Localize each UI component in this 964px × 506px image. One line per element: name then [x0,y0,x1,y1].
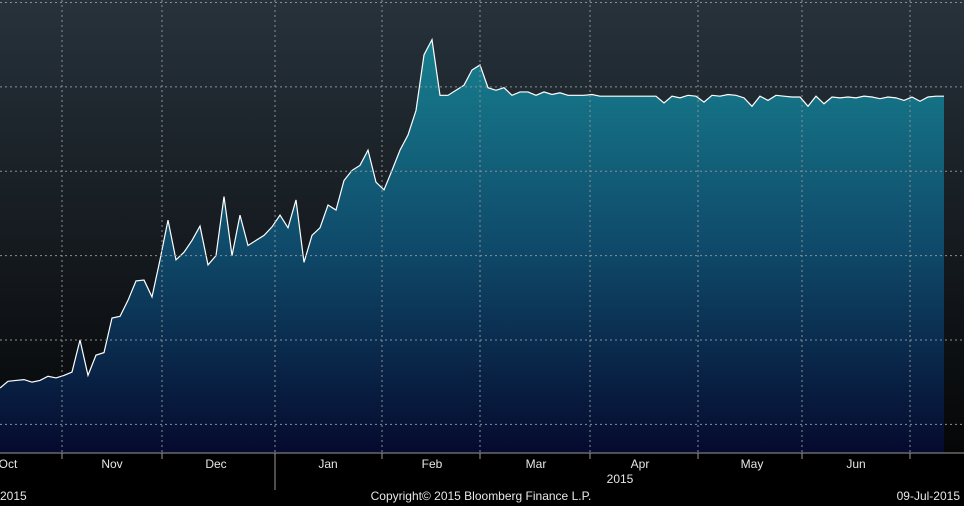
year-label: 2015 [607,472,634,486]
area [0,39,944,454]
x-tick-label: Apr [631,457,650,471]
x-tick-label: Jun [846,457,865,471]
x-tick-label: Mar [526,457,547,471]
month-ticks [61,453,911,490]
x-tick-label: Jan [318,457,337,471]
x-tick-label: Oct [0,457,18,471]
copyright: Copyright© 2015 Bloomberg Finance L.P. [371,489,592,503]
x-tick-label: Nov [101,457,122,471]
x-tick-label: Dec [205,457,226,471]
year-label: 2015 [0,489,27,503]
x-tick-label: Feb [422,457,443,471]
line [0,37,944,389]
x-tick-label: May [741,457,764,471]
date: 09-Jul-2015 [897,489,961,503]
